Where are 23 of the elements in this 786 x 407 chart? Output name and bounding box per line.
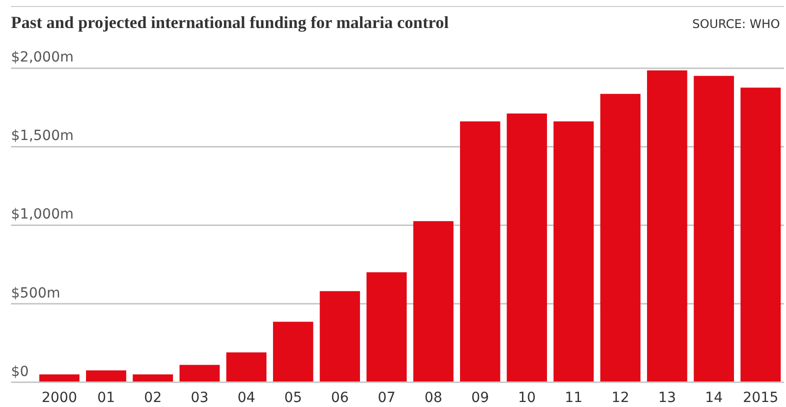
source-note: SOURCE: WHO xyxy=(692,17,780,31)
x-tick-label: 07 xyxy=(378,390,396,406)
y-tick-label: $1,500m xyxy=(11,128,74,144)
y-tick-label: $500m xyxy=(11,285,60,302)
x-tick-label: 2015 xyxy=(742,390,778,406)
x-tick-label: 06 xyxy=(330,390,349,406)
x-tick-label: 11 xyxy=(564,390,583,406)
x-tick-label: 09 xyxy=(471,390,490,406)
x-tick-label: 03 xyxy=(190,390,209,406)
x-tick-label: 12 xyxy=(611,390,630,406)
x-tick-label: 14 xyxy=(704,390,723,406)
x-tick-label: 05 xyxy=(284,390,302,406)
x-tick-label: 08 xyxy=(424,390,442,406)
x-tick-label: 13 xyxy=(658,390,676,406)
x-tick-label: 2000 xyxy=(42,390,78,406)
x-tick-label: 10 xyxy=(518,390,536,406)
y-tick-label: $1,000m xyxy=(11,206,74,223)
y-tick-label: $0 xyxy=(11,364,29,380)
x-tick-label: 02 xyxy=(144,390,162,406)
chart-title: Past and projected international funding for malaria control xyxy=(11,13,449,33)
x-tick-label: 01 xyxy=(97,390,116,406)
y-tick-label: $2,000m xyxy=(11,50,74,66)
x-tick-label: 04 xyxy=(237,390,256,406)
